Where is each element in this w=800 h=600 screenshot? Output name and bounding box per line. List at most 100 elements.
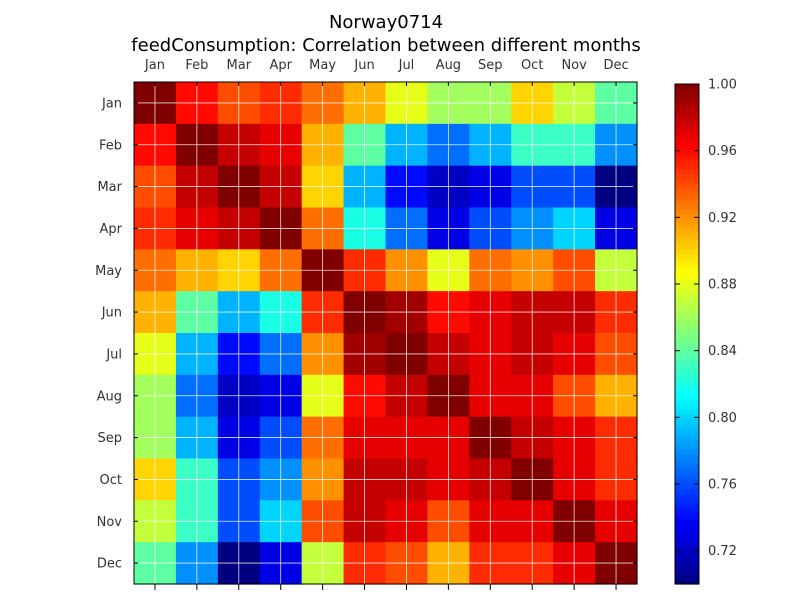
colorbar-segment <box>675 549 699 555</box>
colorbar-segment <box>675 449 699 455</box>
colorbar-segment <box>675 129 699 135</box>
y-tick-label-apr: Apr <box>100 222 123 237</box>
colorbar-segment <box>675 414 699 420</box>
chart-subtitle: feedConsumption: Correlation between dif… <box>131 35 640 56</box>
x-tick-label-aug: Aug <box>436 58 461 73</box>
colorbar-segment <box>675 194 699 200</box>
colorbar-segment <box>675 229 699 235</box>
colorbar-segment <box>675 574 699 580</box>
y-tick-label-feb: Feb <box>99 138 122 153</box>
colorbar-segment <box>675 189 699 195</box>
colorbar-segment <box>675 454 699 460</box>
colorbar-segment <box>675 324 699 330</box>
colorbar-segment <box>675 264 699 270</box>
colorbar-segment <box>675 159 699 165</box>
colorbar-segment <box>675 554 699 560</box>
colorbar-segment <box>675 214 699 220</box>
colorbar-segment <box>675 419 699 425</box>
colorbar-tick-label: 0.88 <box>708 278 737 293</box>
colorbar-segment <box>675 169 699 175</box>
colorbar-segment <box>675 544 699 550</box>
colorbar-segment <box>675 484 699 490</box>
colorbar-segment <box>675 104 699 110</box>
colorbar-segment <box>675 519 699 525</box>
y-tick-label-mar: Mar <box>97 180 122 195</box>
colorbar-segment <box>675 509 699 515</box>
colorbar-segment <box>675 439 699 445</box>
colorbar-segment <box>675 89 699 95</box>
x-tick-label-feb: Feb <box>185 58 208 73</box>
colorbar-segment <box>675 489 699 495</box>
colorbar-segment <box>675 239 699 245</box>
y-tick-label-aug: Aug <box>97 389 122 404</box>
colorbar-segment <box>675 339 699 345</box>
colorbar-segment <box>675 224 699 230</box>
colorbar-tick-label: 0.80 <box>708 411 737 426</box>
colorbar-segment <box>675 249 699 255</box>
colorbar-segment <box>675 344 699 350</box>
colorbar-segment <box>675 294 699 300</box>
colorbar-segment <box>675 559 699 565</box>
colorbar-segment <box>675 139 699 145</box>
colorbar-segment <box>675 114 699 120</box>
colorbar-segment <box>675 524 699 530</box>
colorbar-segment <box>675 379 699 385</box>
y-tick-label-jan: Jan <box>101 96 122 111</box>
colorbar-segment <box>675 219 699 225</box>
colorbar-segment <box>675 174 699 180</box>
x-tick-label-may: May <box>309 58 336 73</box>
colorbar-segment <box>675 444 699 450</box>
y-tick-label-may: May <box>95 264 122 279</box>
colorbar-segment <box>675 319 699 325</box>
y-tick-label-jun: Jun <box>101 306 122 321</box>
colorbar-segment <box>675 244 699 250</box>
y-tick-label-oct: Oct <box>100 473 122 488</box>
x-tick-label-jun: Jun <box>353 58 374 73</box>
y-tick-label-jul: Jul <box>105 347 122 362</box>
colorbar-segment <box>675 279 699 285</box>
colorbar-tick-label: 0.72 <box>708 544 737 559</box>
x-tick-label-nov: Nov <box>561 58 587 73</box>
colorbar-segment <box>675 314 699 320</box>
colorbar-segment <box>675 184 699 190</box>
x-tick-label-dec: Dec <box>603 58 628 73</box>
colorbar-segment <box>675 269 699 275</box>
colorbar-segment <box>675 494 699 500</box>
colorbar-segment <box>675 109 699 115</box>
colorbar-segment <box>675 429 699 435</box>
colorbar-segment <box>675 349 699 355</box>
y-tick-label-dec: Dec <box>97 557 122 572</box>
colorbar-segment <box>675 304 699 310</box>
heatmap-grid <box>134 82 637 584</box>
colorbar-segment <box>675 564 699 570</box>
colorbar: 0.72 0.76 0.80 0.84 0.88 0.92 0.96 1.00 <box>674 78 737 585</box>
colorbar-segment <box>675 374 699 380</box>
colorbar-segment <box>675 404 699 410</box>
x-tick-label-oct: Oct <box>521 58 543 73</box>
colorbar-segment <box>675 94 699 100</box>
colorbar-tick-label: 0.76 <box>708 478 737 493</box>
colorbar-segment <box>675 84 699 90</box>
colorbar-segment <box>675 334 699 340</box>
colorbar-segment <box>675 204 699 210</box>
colorbar-segment <box>675 259 699 265</box>
colorbar-segment <box>675 529 699 535</box>
x-tick-label-jul: Jul <box>398 58 415 73</box>
colorbar-segment <box>675 579 699 585</box>
colorbar-segment <box>675 309 699 315</box>
colorbar-segment <box>675 254 699 260</box>
colorbar-segment <box>675 329 699 335</box>
colorbar-segment <box>675 124 699 130</box>
colorbar-segment <box>675 354 699 360</box>
colorbar-frame <box>674 83 700 585</box>
colorbar-segment <box>675 289 699 295</box>
chart-title: Norway0714 <box>329 12 443 33</box>
colorbar-segment <box>675 474 699 480</box>
colorbar-segment <box>675 274 699 280</box>
colorbar-segment <box>675 99 699 105</box>
colorbar-segment <box>675 569 699 575</box>
colorbar-segment <box>675 409 699 415</box>
x-tick-label-jan: Jan <box>144 58 165 73</box>
colorbar-segment <box>675 299 699 305</box>
